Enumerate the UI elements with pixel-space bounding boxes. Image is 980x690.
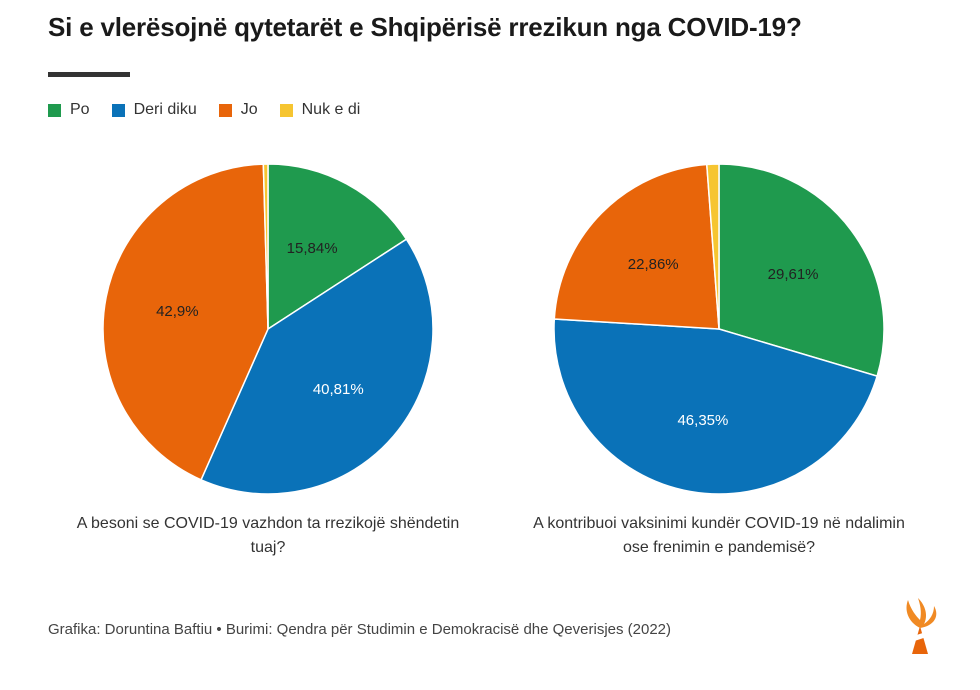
legend-item-deri-diku: Deri diku [111,101,197,119]
legend-item-jo: Jo [218,101,258,119]
legend-item-po: Po [48,101,90,119]
pie-right-slice-po [718,163,885,378]
pie-left-slice-jo [102,163,269,481]
legend: Po Deri diku Jo Nuk e di [48,101,382,119]
pie-left-slice-po [267,163,408,331]
legend-label-jo: Jo [240,101,258,118]
legend-item-nuk-e-di: Nuk e di [279,101,361,119]
legend-label-po: Po [70,101,90,118]
legend-swatch-po [48,103,61,117]
pie-left-label-po: 15,84% [287,240,338,257]
pie-caption-right: A kontribuoi vaksinimi kundër COVID-19 n… [533,515,905,556]
rferl-torch-logo-icon [906,598,937,654]
pie-right-label-po: 29,61% [768,266,819,283]
title-underline [48,72,130,77]
pie-caption-left: A besoni se COVID-19 vazhdon ta rrezikoj… [76,515,460,556]
legend-swatch-deri-diku [111,103,125,117]
legend-swatch-jo [218,103,232,117]
pie-right-slice-nuk-e-di [705,163,720,330]
source-footer: Grafika: Doruntina Baftiu • Burimi: Qend… [48,621,672,638]
pie-left-label-jo: 42,9% [156,303,199,320]
pie-right-label-deri-diku: 46,35% [677,412,728,429]
pie-right-slice-deri-diku [553,318,879,495]
legend-label-deri-diku: Deri diku [133,101,197,118]
legend-label-nuk-e-di: Nuk e di [301,101,361,118]
pie-right-label-jo: 22,86% [628,256,679,273]
pie-right-slice-jo [553,163,720,330]
pie-left-slice-deri-diku [200,238,434,495]
chart-title: Si e vlerësojnë qytetarët e Shqipërisë r… [48,12,802,42]
pie-left-slice-nuk-e-di [262,163,269,330]
pie-left-label-deri-diku: 40,81% [313,381,364,398]
legend-swatch-nuk-e-di [279,103,293,117]
